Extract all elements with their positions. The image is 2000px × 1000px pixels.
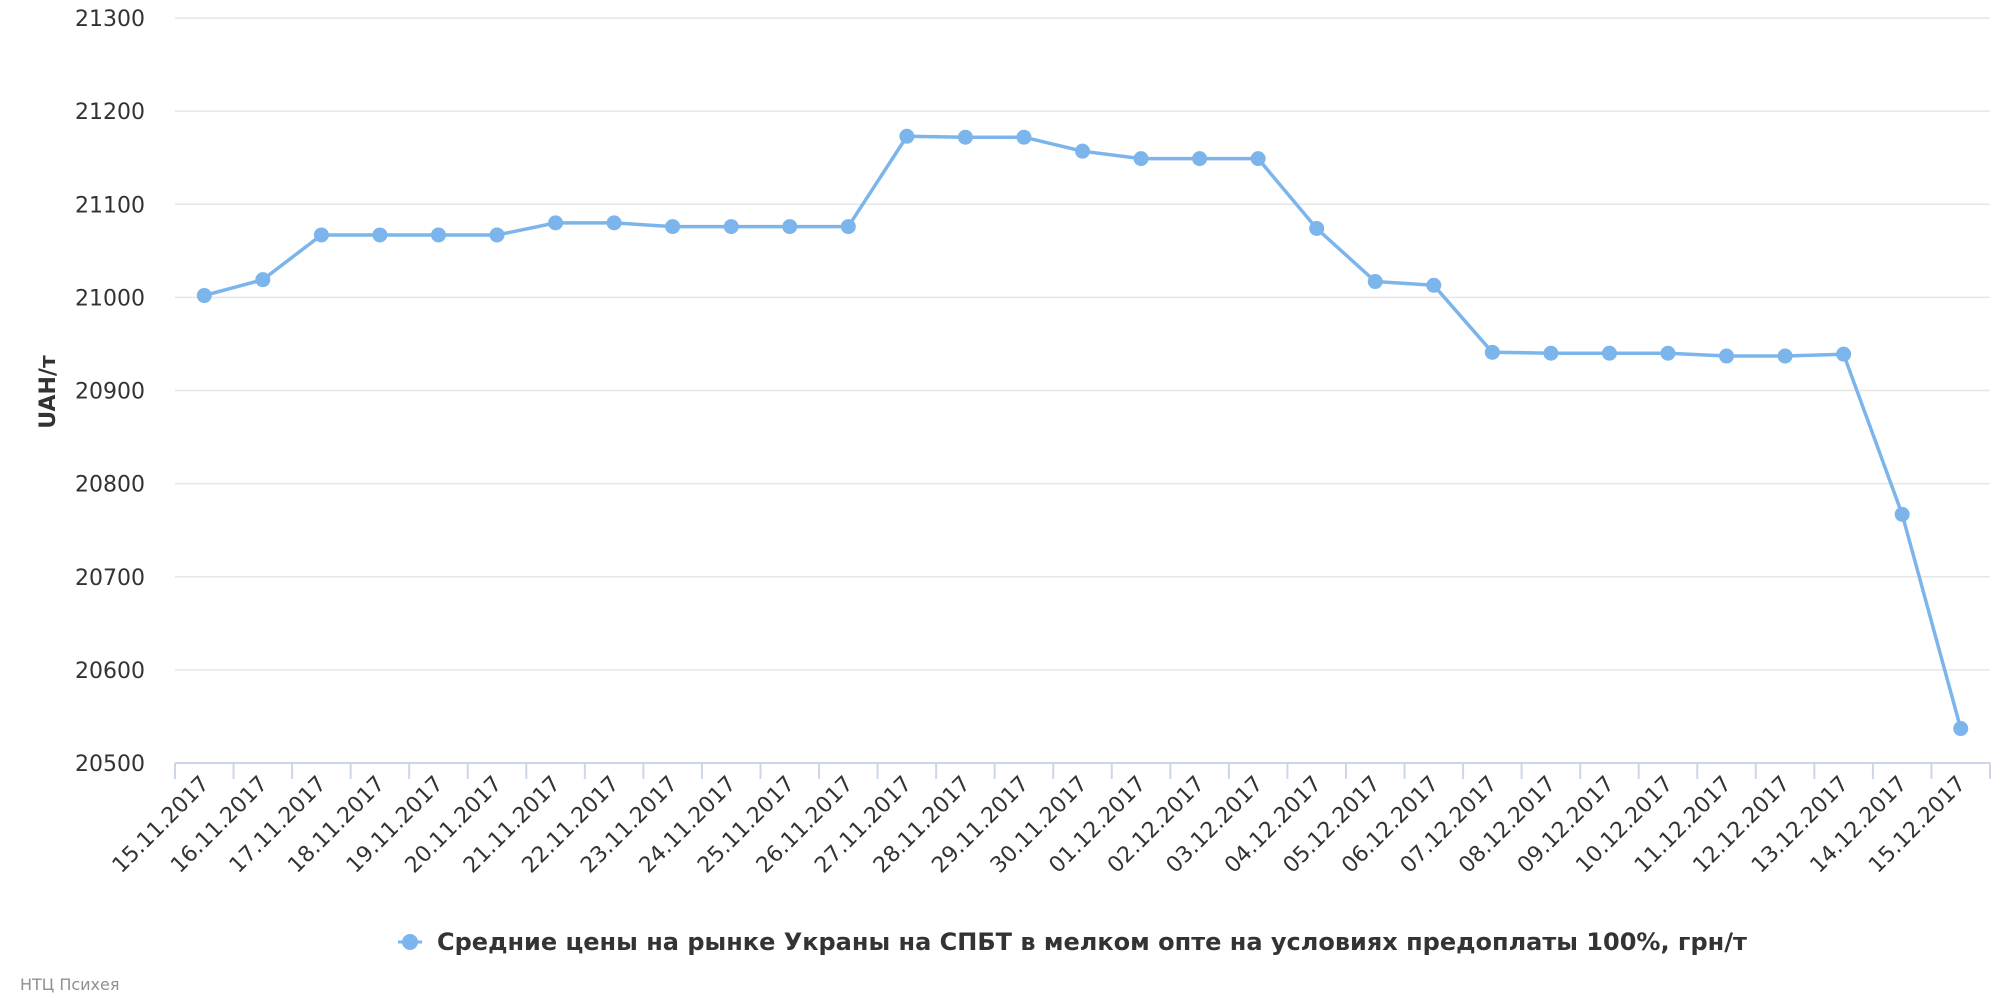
data-point <box>957 129 973 145</box>
data-point <box>1426 277 1442 293</box>
series-line-path <box>203 134 1963 729</box>
data-point <box>372 227 388 243</box>
data-point <box>1660 345 1676 361</box>
y-axis-title: UAH/т <box>36 355 61 429</box>
data-point <box>723 219 739 235</box>
data-point <box>1719 348 1735 364</box>
y-tick-label: 20600 <box>75 659 145 684</box>
data-point <box>665 219 681 235</box>
data-point <box>1543 345 1559 361</box>
data-point <box>1250 151 1266 167</box>
data-point <box>1484 344 1500 360</box>
data-point <box>255 272 271 288</box>
data-point <box>489 227 505 243</box>
data-point <box>1894 506 1910 522</box>
data-point <box>1309 220 1325 236</box>
credits-text[interactable]: НТЦ Психея <box>20 975 120 994</box>
y-tick-label: 21000 <box>75 286 145 311</box>
data-point <box>1836 346 1852 362</box>
data-point <box>1016 129 1032 145</box>
y-tick-label: 20900 <box>75 380 145 405</box>
data-point <box>782 219 798 235</box>
y-axis: 20500 20600 20700 20800 20900 21000 21100 21200… <box>75 7 145 777</box>
data-point <box>1133 151 1149 167</box>
y-tick-label: 20700 <box>75 566 145 591</box>
y-tick-label: 21100 <box>75 193 145 218</box>
data-point <box>1192 151 1208 167</box>
data-point <box>430 227 446 243</box>
data-point <box>548 215 564 231</box>
data-point <box>840 219 856 235</box>
y-tick-label: 21300 <box>75 7 145 32</box>
legend-item-label[interactable]: Средние цены на рынке Украны на СПБТ в м… <box>437 928 1747 956</box>
data-point <box>1367 274 1383 290</box>
data-point <box>1601 345 1617 361</box>
series-line <box>196 128 1969 737</box>
data-point <box>313 227 329 243</box>
x-axis: 15.11.201716.11.201717.11.201718.11.2017… <box>108 762 1991 878</box>
data-point <box>606 215 622 231</box>
legend-marker-symbol <box>402 934 418 950</box>
data-point <box>1777 348 1793 364</box>
data-point <box>196 288 212 304</box>
y-tick-label: 21200 <box>75 100 145 125</box>
legend[interactable]: Средние цены на рынке Украны на СПБТ в м… <box>398 928 1747 956</box>
y-tick-label: 20800 <box>75 473 145 498</box>
data-point <box>1953 721 1969 737</box>
grid-lines <box>175 17 1990 671</box>
y-tick-label: 20500 <box>75 752 145 777</box>
data-point <box>899 128 915 144</box>
data-point <box>1075 143 1090 159</box>
